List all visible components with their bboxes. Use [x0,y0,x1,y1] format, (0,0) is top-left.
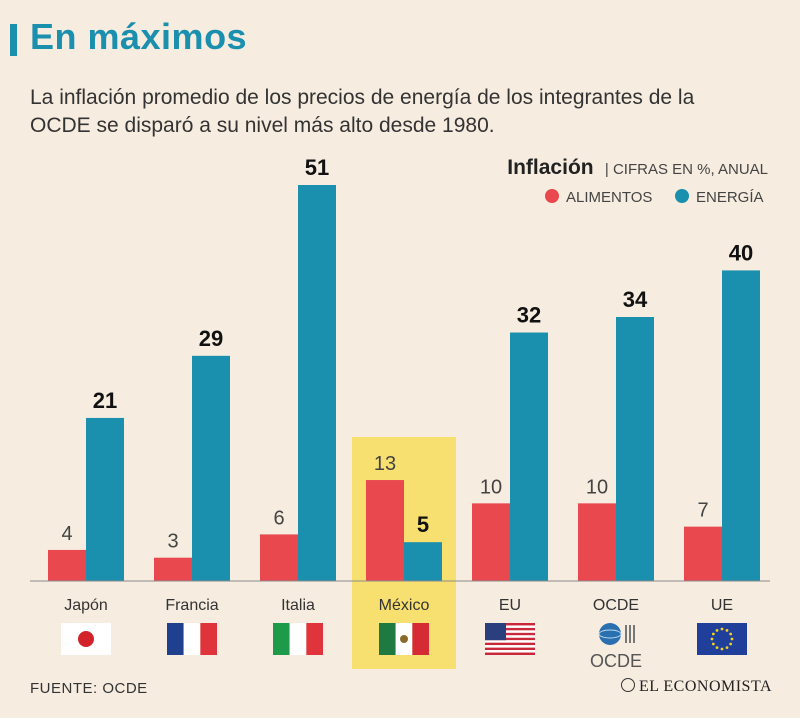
bar-italia-alimentos [260,534,298,581]
italy-flag-icon [273,623,323,655]
category-label-japon: Japón [64,597,108,614]
mexico-flag-icon [379,623,429,655]
data-label-japon-alimentos: 4 [61,523,72,545]
oecd-logo-icon: OCDE [590,623,642,671]
bar-ue-energia [722,270,760,581]
oecd-logo-text: OCDE [590,651,642,671]
data-label-francia-alimentos: 3 [167,531,178,553]
legend-title: Inflación | CIFRAS EN %, ANUAL [507,156,768,179]
legend-swatch-energy [675,189,689,203]
data-label-eu-energia: 32 [517,303,541,328]
bar-eu-alimentos [472,503,510,581]
source-note: FUENTE: OCDE [30,680,148,697]
bar-eu-energia [510,332,548,581]
category-label-ue: UE [711,597,733,614]
bar-francia-energia [192,355,230,581]
category-label-eu: EU [499,597,521,614]
eu-flag-icon [697,623,747,655]
category-label-italia: Italia [281,597,315,614]
data-label-japon-energia: 21 [93,388,117,413]
japan-flag-icon [61,623,111,655]
bar-japon-alimentos [48,549,86,581]
data-label-mexico-alimentos: 13 [374,453,396,475]
data-label-ocde-alimentos: 10 [586,476,608,498]
france-flag-icon [167,623,217,655]
bar-mexico-alimentos [366,480,404,581]
page-title: En máximos [30,16,248,57]
legend-title-bold: Inflación [507,156,593,179]
title-accent-bar [10,24,17,56]
category-label-francia: Francia [165,597,218,614]
bar-italia-energia [298,185,336,581]
bar-francia-alimentos [154,557,192,581]
data-label-francia-energia: 29 [199,326,223,351]
legend-label-energy: ENERGÍA [696,189,764,206]
publisher-logo-text: EL ECONOMISTA [638,678,772,695]
publisher-logo: EL ECONOMISTA [620,678,772,696]
data-label-ue-alimentos: 7 [697,500,708,522]
data-label-eu-alimentos: 10 [480,476,502,498]
publisher-logo-icon [620,678,635,692]
page-subtitle: La inflación promedio de los precios de … [30,86,695,137]
data-label-ue-energia: 40 [729,240,753,265]
legend-title-rest: | CIFRAS EN %, ANUAL [605,161,768,178]
legend-label-food: ALIMENTOS [566,189,652,206]
usa-flag-icon [485,623,535,655]
bar-ocde-energia [616,317,654,581]
bar-mexico-energia [404,542,442,581]
bar-ue-alimentos [684,526,722,581]
bar-japon-energia [86,417,124,581]
data-label-italia-energia: 51 [305,155,329,180]
category-label-ocde: OCDE [593,597,639,614]
legend-swatch-food [545,189,559,203]
data-label-ocde-energia: 34 [623,287,648,312]
bar-ocde-alimentos [578,503,616,581]
data-label-mexico-energia: 5 [417,512,429,537]
data-label-italia-alimentos: 6 [273,507,284,529]
category-label-mexico: México [379,597,430,614]
